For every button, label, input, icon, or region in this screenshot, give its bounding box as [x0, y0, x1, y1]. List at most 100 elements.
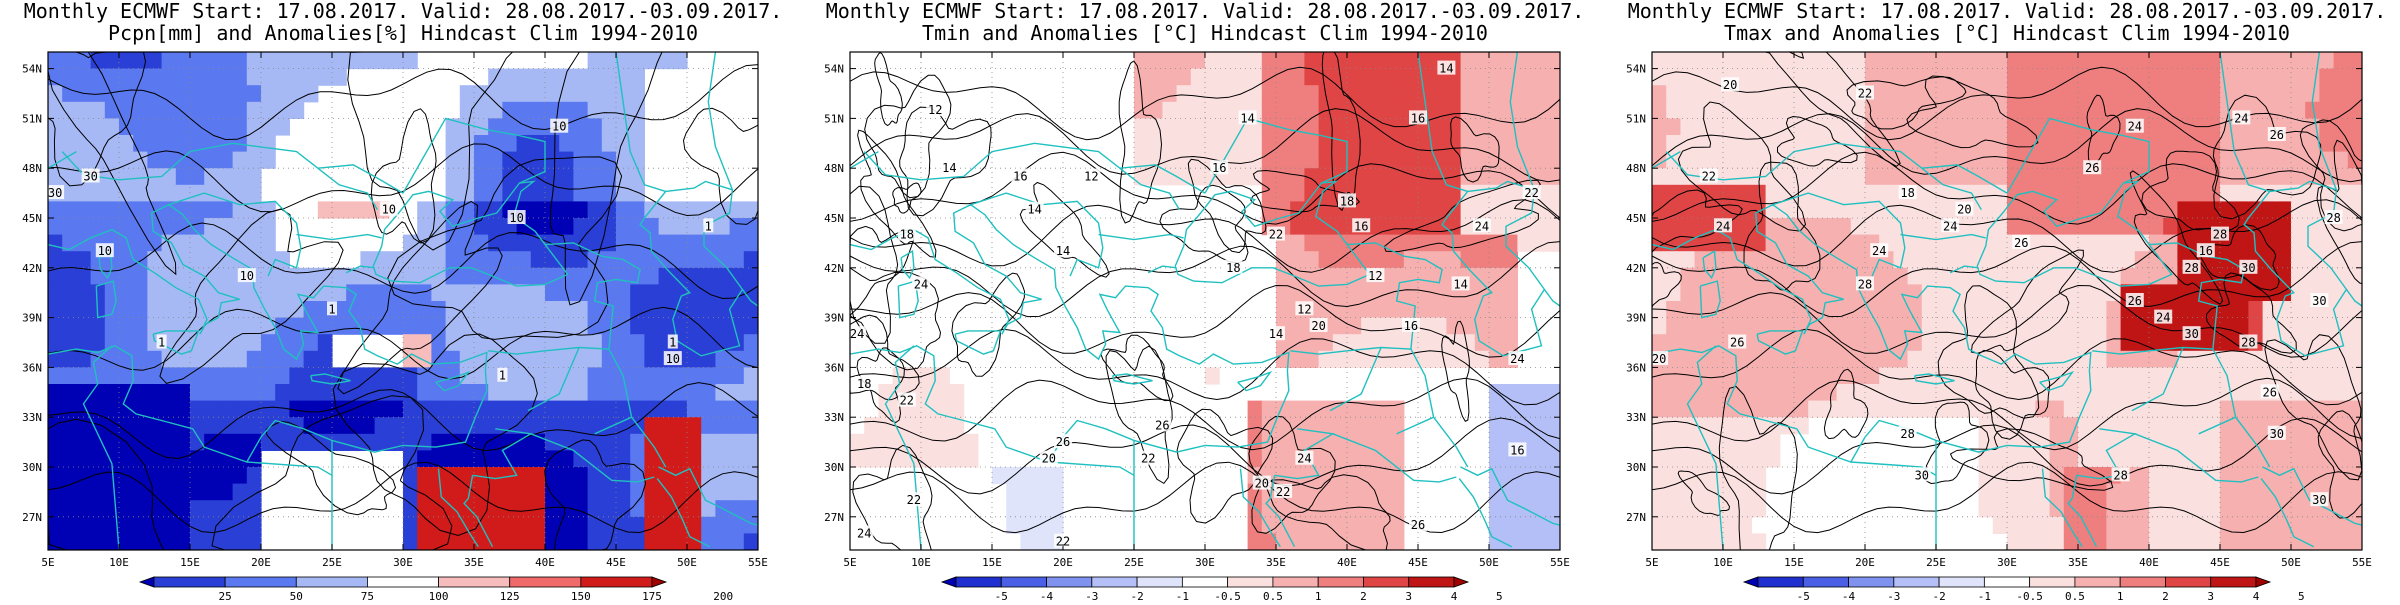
- shaded-cell: [1545, 533, 1560, 550]
- shaded-cell: [133, 118, 148, 136]
- shaded-cell: [1375, 135, 1391, 153]
- shaded-cell: [2333, 52, 2349, 70]
- contour-label-box: [1409, 110, 1427, 125]
- colorbar-tick-label: -2: [1130, 590, 1143, 600]
- shaded-cell: [1779, 234, 1795, 252]
- shaded-cell: [2134, 334, 2150, 352]
- shaded-cell: [175, 400, 191, 418]
- shaded-cell: [1737, 101, 1752, 119]
- shaded-cell: [48, 350, 63, 368]
- shaded-cell: [2262, 516, 2278, 534]
- shaded-cell: [204, 533, 219, 550]
- shaded-cell: [530, 151, 546, 169]
- shaded-cell: [488, 384, 503, 402]
- shaded-cell: [1389, 500, 1405, 518]
- shaded-cell: [1389, 533, 1405, 550]
- shaded-cell: [2120, 218, 2136, 236]
- shaded-cell: [1545, 483, 1560, 501]
- shaded-cell: [445, 201, 461, 219]
- shaded-cell: [119, 533, 134, 550]
- shaded-cell: [1361, 334, 1376, 352]
- shaded-cell: [1950, 101, 1965, 119]
- shaded-cell: [2149, 450, 2164, 468]
- shaded-cell: [119, 267, 134, 285]
- shaded-cell: [1765, 301, 1781, 319]
- contour-line: [2199, 224, 2280, 291]
- contour-label-box: [2125, 293, 2144, 307]
- shaded-cell: [1680, 68, 1696, 86]
- shaded-cell: [1162, 52, 1178, 70]
- shaded-cell: [1418, 267, 1433, 285]
- shaded-cell: [616, 483, 631, 501]
- shaded-cell: [2291, 251, 2306, 269]
- shaded-cell: [2120, 350, 2136, 368]
- shaded-cell: [403, 533, 418, 550]
- shaded-cell: [1489, 118, 1504, 136]
- shaded-cell: [1503, 135, 1518, 153]
- shaded-cell: [672, 251, 688, 269]
- shaded-cell: [175, 467, 191, 485]
- shaded-cell: [2007, 101, 2022, 119]
- contour-line: [951, 272, 1026, 377]
- shaded-cell: [1694, 85, 1710, 103]
- shaded-cell: [360, 417, 376, 435]
- shaded-cell: [1432, 301, 1447, 319]
- shaded-cell: [1893, 301, 1909, 319]
- shaded-cell: [949, 417, 965, 435]
- contour-label: 28: [2184, 261, 2198, 275]
- shaded-cell: [715, 417, 731, 435]
- shaded-cell: [2220, 135, 2235, 153]
- shaded-cell: [2305, 68, 2320, 86]
- shaded-cell: [1446, 251, 1462, 269]
- shaded-cell: [1708, 267, 1724, 285]
- shaded-cell: [616, 201, 631, 219]
- shaded-cell: [2191, 367, 2207, 385]
- shaded-cell: [2319, 118, 2335, 136]
- shaded-cell: [1680, 317, 1696, 335]
- shaded-cell: [2205, 433, 2221, 451]
- shaded-cell: [2291, 400, 2306, 418]
- shaded-cell: [1460, 201, 1476, 219]
- shaded-cell: [516, 384, 532, 402]
- coastline: [1976, 180, 2173, 287]
- shaded-cell: [2262, 184, 2278, 202]
- shaded-cell: [1765, 52, 1781, 70]
- contour-label-box: [1955, 201, 1974, 216]
- shaded-cell: [2234, 135, 2249, 153]
- shaded-cell: [2021, 450, 2036, 468]
- shaded-cell: [417, 500, 432, 518]
- shaded-cell: [2234, 317, 2249, 335]
- coastline: [1686, 345, 1724, 550]
- shaded-cell: [2191, 201, 2207, 219]
- shaded-cell: [1304, 500, 1320, 518]
- shaded-cell: [1048, 483, 1064, 501]
- shaded-cell: [204, 301, 219, 319]
- shaded-cell: [2333, 417, 2349, 435]
- shaded-cell: [246, 467, 262, 485]
- shaded-cell: [2134, 400, 2150, 418]
- shaded-cell: [2149, 118, 2164, 136]
- shaded-cell: [516, 533, 532, 550]
- contour-label: 18: [1900, 186, 1914, 200]
- shaded-cell: [1708, 52, 1724, 70]
- shaded-cell: [133, 483, 148, 501]
- shaded-cell: [2021, 483, 2036, 501]
- shaded-cell: [2177, 101, 2193, 119]
- shaded-cell: [559, 317, 574, 335]
- coastline: [615, 52, 666, 193]
- shaded-cell: [1921, 135, 1937, 153]
- shaded-cell: [2220, 483, 2235, 501]
- shaded-cell: [1893, 118, 1909, 136]
- shaded-cell: [2262, 533, 2278, 550]
- shaded-cell: [275, 317, 290, 335]
- shaded-cell: [559, 516, 574, 534]
- shaded-cell: [587, 135, 603, 153]
- shaded-cell: [701, 467, 716, 485]
- colorbar-segment: [2074, 576, 2121, 588]
- shaded-cell: [90, 201, 106, 219]
- shaded-cell: [2106, 483, 2122, 501]
- contour-label-box: [897, 226, 916, 241]
- shaded-cell: [261, 85, 276, 103]
- shaded-cell: [878, 384, 894, 402]
- shaded-cell: [232, 367, 248, 385]
